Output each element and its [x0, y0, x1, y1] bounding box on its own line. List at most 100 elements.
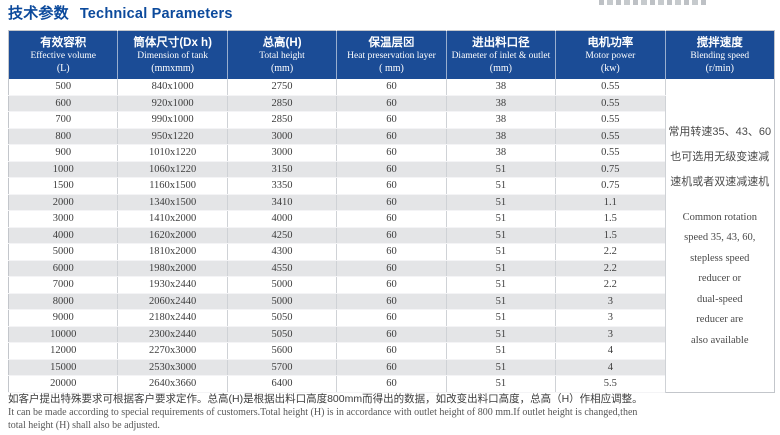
table-cell: 1.1: [555, 194, 666, 211]
table-cell: 2850: [227, 111, 338, 129]
column-header-1-unit: (L): [56, 62, 70, 74]
column-header-5: 进出料口径 Diameter of inlet & outlet (mm): [446, 30, 557, 79]
table-cell: 2750: [227, 79, 338, 96]
column-header-3-en: Total height: [259, 50, 305, 61]
table-cell: 60: [336, 276, 447, 294]
table-cell: 9000: [8, 309, 119, 327]
footnote-en-line1: It can be made according to special requ…: [8, 407, 638, 418]
table-row: 10000 2300x2440 5050 60 51 3: [8, 326, 775, 343]
table-row: 3000 1410x2000 4000 60 51 1.5: [8, 210, 775, 228]
table-cell: 1620x2000: [117, 227, 228, 244]
table-cell: 4550: [227, 260, 338, 277]
table-cell: 2850: [227, 95, 338, 112]
table-cell: 1.5: [555, 227, 666, 244]
table-cell: 3: [555, 326, 666, 343]
table-row: 800 950x1220 3000 60 38 0.55: [8, 128, 775, 145]
table-cell: 60: [336, 293, 447, 310]
table-cell: 38: [446, 144, 557, 162]
table-cell: 2300x2440: [117, 326, 228, 343]
table-cell: 840x1000: [117, 79, 228, 96]
table-cell: 1930x2440: [117, 276, 228, 294]
column-header-7-zh: 搅拌速度: [696, 36, 743, 49]
table-row: 1000 1060x1220 3150 60 51 0.75: [8, 161, 775, 178]
column-header-5-en: Diameter of inlet & outlet: [451, 50, 551, 61]
table-cell: 1.5: [555, 210, 666, 228]
table-cell: 600: [8, 95, 119, 112]
table-cell: 3350: [227, 177, 338, 195]
column-header-2: 筒体尺寸(Dx h) Dimension of tank (mmxmm): [117, 30, 228, 79]
column-header-6-zh: 电机功率: [587, 36, 634, 49]
table-cell: 1500: [8, 177, 119, 195]
table-cell: 51: [446, 326, 557, 343]
table-cell: 51: [446, 243, 557, 261]
table-row: 5000 1810x2000 4300 60 51 2.2: [8, 243, 775, 261]
table-cell: 12000: [8, 342, 119, 360]
table-cell: 2180x2440: [117, 309, 228, 327]
table-cell: 51: [446, 309, 557, 327]
table-cell: 900: [8, 144, 119, 162]
table-header-row: 有效容积 Effective volume (L) 筒体尺寸(Dx h) Dimensi…: [8, 30, 775, 79]
table-row: 600 920x1000 2850 60 38 0.55: [8, 95, 775, 112]
table-cell: 4: [555, 342, 666, 360]
table-row: 7000 1930x2440 5000 60 51 2.2: [8, 276, 775, 294]
table-cell: 5.5: [555, 375, 666, 393]
table-cell: 4: [555, 359, 666, 376]
cropped-text-artifact: [599, 0, 707, 5]
table-cell: 1410x2000: [117, 210, 228, 228]
table-row: 8000 2060x2440 5000 60 51 3: [8, 293, 775, 310]
column-header-5-unit: (mm): [489, 62, 512, 74]
table-row: 20000 2640x3660 6400 60 51 5.5: [8, 375, 775, 393]
table-cell: 950x1220: [117, 128, 228, 145]
column-header-3-zh: 总高(H): [262, 36, 302, 49]
column-header-4-en: Heat preservation layer: [347, 50, 436, 61]
table-cell: 0.55: [555, 95, 666, 112]
table-cell: 6000: [8, 260, 119, 277]
column-header-6-unit: (kw): [600, 62, 620, 74]
column-header-7-en: Blending speed: [690, 50, 750, 61]
table-cell: 51: [446, 161, 557, 178]
column-header-4-unit: ( mm): [379, 62, 404, 74]
table-cell: 2060x2440: [117, 293, 228, 310]
table-cell: 1000: [8, 161, 119, 178]
table-cell: 38: [446, 128, 557, 145]
table-cell: 5050: [227, 326, 338, 343]
table-cell: 60: [336, 243, 447, 261]
column-header-2-zh: 筒体尺寸(Dx h): [133, 36, 212, 49]
table-cell: 60: [336, 144, 447, 162]
table-row: 1500 1160x1500 3350 60 51 0.75: [8, 177, 775, 195]
table-row: 9000 2180x2440 5050 60 51 3: [8, 309, 775, 327]
table-cell: 1980x2000: [117, 260, 228, 277]
table-cell: 51: [446, 276, 557, 294]
table-cell: 4000: [227, 210, 338, 228]
table-cell: 3: [555, 309, 666, 327]
table-cell: 5050: [227, 309, 338, 327]
table-cell: 15000: [8, 359, 119, 376]
footnote-en-line2: total height (H) shall also be adjusted.: [8, 420, 160, 431]
table-cell: 51: [446, 227, 557, 244]
table-cell: 3000: [227, 144, 338, 162]
table-row: 2000 1340x1500 3410 60 51 1.1: [8, 194, 775, 211]
table-cell: 1060x1220: [117, 161, 228, 178]
table-cell: 3000: [227, 128, 338, 145]
table-cell: 20000: [8, 375, 119, 393]
table-cell: 60: [336, 111, 447, 129]
technical-parameters-table: 有效容积 Effective volume (L) 筒体尺寸(Dx h) Dimensi…: [8, 30, 775, 393]
table-row: 500 840x1000 2750 60 38 0.55 常用转速35、43、60 也可选用无…: [8, 79, 775, 392]
table-cell: 800: [8, 128, 119, 145]
table-cell: 60: [336, 95, 447, 112]
column-header-3-unit: (mm): [270, 62, 294, 74]
table-cell: 60: [336, 194, 447, 211]
table-cell: 500: [8, 79, 119, 96]
table-cell: 5000: [227, 293, 338, 310]
column-header-1: 有效容积 Effective volume (L): [8, 30, 119, 79]
column-header-4: 保温层⊠ Heat preservation layer( mm): [336, 30, 447, 79]
table-cell: 0.75: [555, 161, 666, 178]
table-cell: 38: [446, 111, 557, 129]
blending-speed-note-zh: 常用转速35、43、60 也可选用无级变速减 速机或者双速减速机: [668, 125, 772, 188]
footnote-zh: 如客户提出特殊要求可根据客户要求定作。总高(H)是根据出料口高度800mm而得出…: [8, 393, 643, 405]
table-cell: 60: [336, 375, 447, 393]
table-cell: 4300: [227, 243, 338, 261]
table-cell: 60: [336, 260, 447, 277]
table-cell: 8000: [8, 293, 119, 310]
column-header-7: 搅拌速度 Blending speed (r/min): [665, 30, 775, 79]
